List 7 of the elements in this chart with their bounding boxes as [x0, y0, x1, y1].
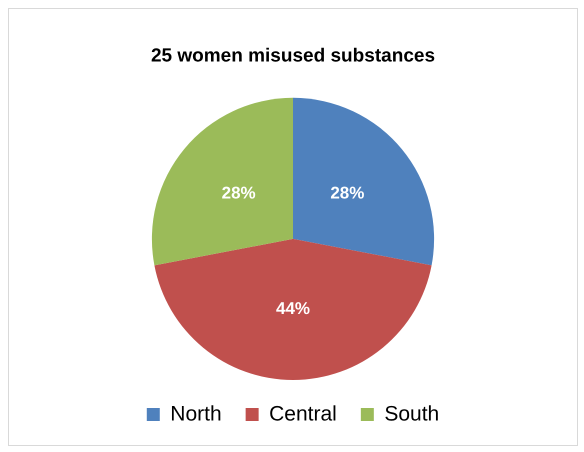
chart-title: 25 women misused substances [150, 46, 436, 67]
legend-label: Central [269, 402, 337, 426]
data-label: 28% [222, 184, 256, 203]
legend-label: South [384, 402, 440, 426]
data-label: 44% [276, 299, 310, 318]
data-label: 28% [330, 184, 364, 203]
legend-label: North [170, 402, 222, 426]
